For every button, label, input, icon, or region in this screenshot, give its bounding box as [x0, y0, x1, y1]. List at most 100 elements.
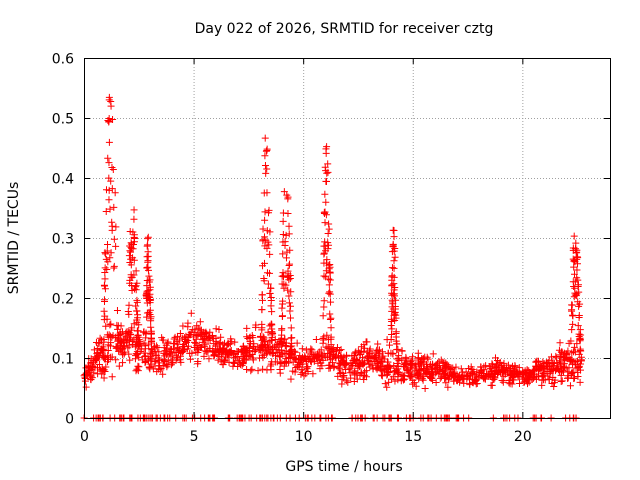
- data-point: [313, 352, 321, 360]
- data-point: [568, 326, 576, 334]
- data-point: [100, 374, 108, 382]
- data-point: [114, 325, 122, 333]
- data-point: [204, 336, 212, 344]
- data-point: [364, 352, 372, 360]
- data-point: [132, 302, 140, 310]
- y-axis-label: SRMTID / TECUs: [6, 182, 22, 295]
- data-point: [390, 273, 398, 281]
- data-point: [394, 354, 402, 362]
- data-point: [258, 336, 266, 344]
- data-point: [125, 301, 133, 309]
- data-point: [385, 341, 393, 349]
- data-point: [336, 369, 344, 377]
- data-point: [330, 362, 338, 370]
- data-point: [555, 357, 563, 365]
- data-point: [142, 357, 150, 365]
- data-point: [133, 365, 141, 373]
- data-point: [302, 346, 310, 354]
- data-point: [450, 377, 458, 385]
- data-point: [436, 374, 444, 382]
- data-point: [573, 266, 581, 274]
- data-point: [402, 360, 410, 368]
- data-point: [265, 342, 273, 350]
- data-point: [550, 382, 558, 390]
- data-point: [416, 370, 424, 378]
- data-point: [267, 284, 275, 292]
- data-point: [259, 365, 267, 373]
- data-point: [193, 322, 201, 330]
- data-point: [173, 354, 181, 362]
- data-point: [574, 298, 582, 306]
- data-point: [268, 308, 276, 316]
- data-point: [381, 380, 389, 388]
- data-point: [551, 376, 559, 384]
- data-point: [307, 345, 315, 353]
- data-point: [549, 359, 557, 367]
- data-point: [100, 355, 108, 363]
- data-point: [405, 369, 413, 377]
- data-point: [515, 380, 523, 388]
- data-point: [366, 363, 374, 371]
- data-point: [391, 316, 399, 324]
- data-point: [267, 296, 275, 304]
- data-point: [187, 309, 195, 317]
- data-point: [485, 363, 493, 371]
- data-point: [262, 169, 270, 177]
- data-point: [105, 138, 113, 146]
- data-point: [537, 363, 545, 371]
- data-point: [354, 364, 362, 372]
- data-point: [267, 360, 275, 368]
- data-point: [127, 326, 135, 334]
- data-point: [112, 223, 120, 231]
- data-point: [267, 320, 275, 328]
- data-point: [327, 324, 335, 332]
- data-point: [424, 370, 432, 378]
- data-point: [98, 367, 106, 375]
- data-point: [557, 377, 565, 385]
- data-point: [133, 307, 141, 315]
- data-point: [134, 332, 142, 340]
- data-point: [261, 162, 269, 170]
- data-point: [319, 339, 327, 347]
- data-point: [260, 233, 268, 241]
- data-point: [243, 324, 251, 332]
- data-point: [143, 253, 151, 261]
- data-point: [418, 375, 426, 383]
- data-point: [194, 344, 202, 352]
- data-point: [87, 359, 95, 367]
- data-point: [258, 291, 266, 299]
- data-point: [532, 358, 540, 366]
- data-point: [569, 320, 577, 328]
- data-point: [151, 351, 159, 359]
- data-point: [249, 356, 257, 364]
- data-point: [577, 357, 585, 365]
- data-point: [141, 358, 149, 366]
- data-point: [285, 222, 293, 230]
- data-point: [567, 337, 575, 345]
- data-point: [288, 351, 296, 359]
- data-point: [491, 354, 499, 362]
- data-point: [371, 358, 379, 366]
- data-point: [135, 343, 143, 351]
- data-point: [264, 280, 272, 288]
- data-point: [324, 168, 332, 176]
- data-point: [320, 250, 328, 258]
- data-point: [164, 338, 172, 346]
- data-point: [324, 239, 332, 247]
- data-point: [234, 358, 242, 366]
- data-point: [285, 292, 293, 300]
- data-point: [383, 383, 391, 391]
- data-point: [342, 377, 350, 385]
- data-point: [572, 358, 580, 366]
- data-point: [226, 340, 234, 348]
- data-point: [401, 375, 409, 383]
- data-point: [539, 358, 547, 366]
- data-point: [101, 282, 109, 290]
- data-point: [383, 358, 391, 366]
- data-point: [100, 336, 108, 344]
- data-point: [498, 376, 506, 384]
- data-point: [294, 355, 302, 363]
- data-point: [529, 366, 537, 374]
- data-point: [525, 367, 533, 375]
- data-point: [333, 344, 341, 352]
